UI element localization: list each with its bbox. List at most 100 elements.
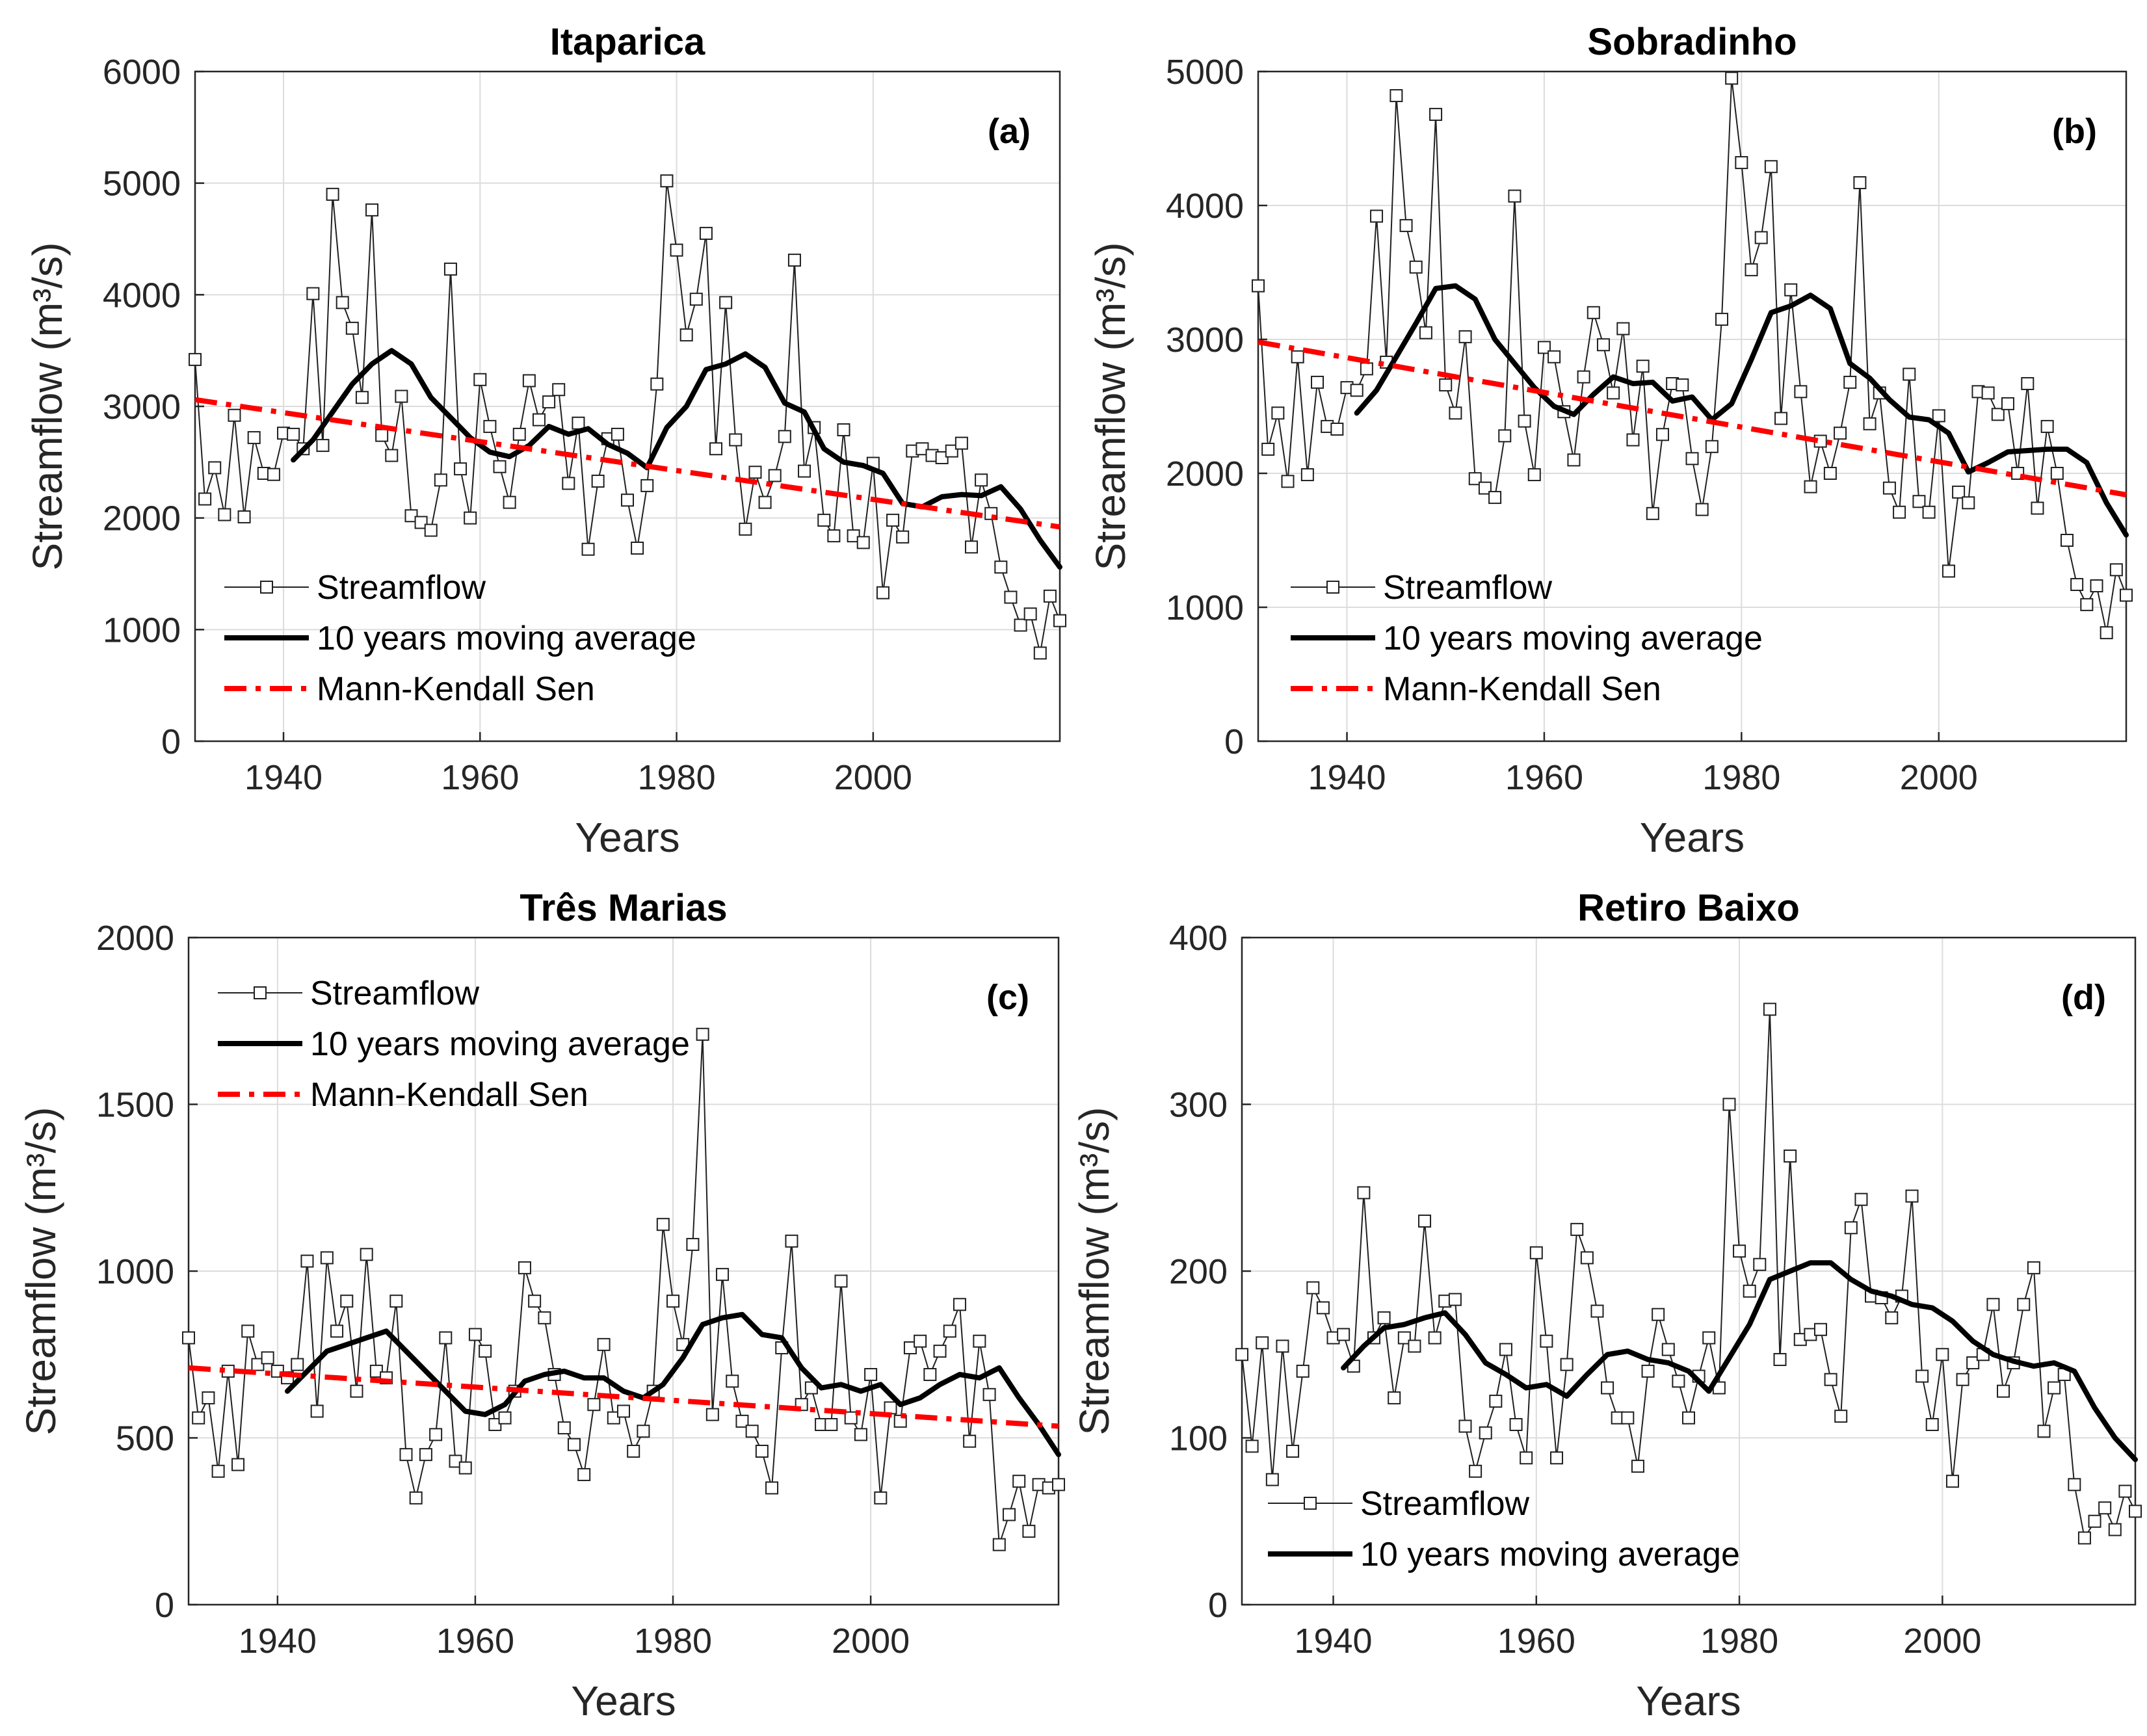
y-tick-label: 400 [1169, 919, 1228, 958]
x-tick-label: 1960 [436, 1622, 514, 1661]
sen-trend-line [194, 397, 1060, 530]
streamflow-point [291, 1358, 304, 1371]
streamflow-point [439, 1331, 453, 1345]
moving-average-line [1354, 283, 2129, 538]
streamflow-point [375, 428, 389, 442]
streamflow-point [1388, 1391, 1401, 1404]
streamflow-point [876, 586, 889, 599]
streamflow-point [1824, 1373, 1837, 1386]
streamflow-point [542, 395, 556, 409]
streamflow-point [1863, 417, 1877, 430]
streamflow-point [1409, 260, 1423, 274]
y-tick-label: 5000 [103, 164, 181, 204]
streamflow-point [1804, 480, 1817, 493]
streamflow-point [483, 419, 497, 433]
streamflow-point [577, 1467, 591, 1481]
streamflow-point [355, 391, 369, 404]
streamflow-point [1537, 341, 1551, 354]
x-tick-label: 1980 [1700, 1622, 1778, 1661]
streamflow-point [1676, 378, 1689, 392]
streamflow-point [1350, 384, 1363, 397]
streamflow-point [1377, 1311, 1391, 1324]
y-axis-label: Streamflow (m³/s) [1087, 243, 1134, 571]
x-tick-label: 1940 [1308, 758, 1386, 797]
streamflow-point [856, 536, 870, 549]
panel-label: (c) [986, 978, 1029, 1017]
chart-title: Sobradinho [1587, 21, 1797, 63]
streamflow-point [1743, 1284, 1756, 1298]
streamflow-point [1458, 330, 1472, 343]
streamflow-point [1962, 496, 1975, 510]
streamflow-point [2120, 588, 2133, 602]
streamflow-point [326, 187, 339, 201]
streamflow-point [369, 1364, 383, 1378]
streamflow-point [1286, 1445, 1300, 1458]
streamflow-point [1685, 452, 1699, 466]
streamflow-point [1695, 503, 1709, 516]
streamflow-point [1715, 313, 1729, 326]
streamflow-point [1052, 1478, 1065, 1492]
y-tick-label: 0 [155, 1586, 174, 1625]
streamflow-point [202, 1391, 215, 1404]
chart-panel-3: 1940 1960 1980 2000 0 100 200 300 400 Retiro Baix… [1071, 887, 2142, 1724]
streamflow-point [1590, 1304, 1604, 1318]
streamflow-point [1560, 1358, 1574, 1371]
streamflow-point [729, 433, 743, 447]
streamflow-point [1023, 607, 1037, 621]
streamflow-point [1479, 1426, 1492, 1440]
streamflow-point [395, 389, 408, 403]
streamflow-point [896, 530, 910, 544]
streamflow-point [1813, 1322, 1827, 1336]
streamflow-point [1652, 1308, 1665, 1321]
streamflow-point [306, 287, 320, 300]
streamflow-point [434, 473, 447, 487]
moving-average-line [285, 1311, 1061, 1458]
streamflow-point [443, 262, 457, 276]
chart-title: Três Marias [520, 887, 727, 929]
y-axis-label: Streamflow (m³/s) [24, 243, 71, 571]
streamflow-point [1370, 209, 1384, 223]
streamflow-point [2068, 1478, 2081, 1492]
streamflow-point [686, 1237, 700, 1251]
streamflow-point [1763, 1003, 1776, 1016]
series-thin-line-square-marker [189, 174, 1066, 660]
streamflow-point [1311, 375, 1324, 389]
streamflow-point [1607, 386, 1620, 400]
streamflow-point [389, 1295, 403, 1308]
streamflow-point [1903, 367, 1916, 381]
streamflow-point [696, 1027, 709, 1041]
streamflow-point [765, 1481, 779, 1495]
streamflow-point [1439, 378, 1453, 392]
streamflow-point [1616, 322, 1630, 335]
sen-trend-line [1258, 339, 2127, 497]
streamflow-point [837, 423, 850, 437]
streamflow-point [844, 1411, 858, 1425]
x-tick-label: 1980 [634, 1622, 712, 1661]
streamflow-point [755, 1445, 769, 1458]
streamflow-point [1397, 1331, 1411, 1345]
streamflow-point [847, 529, 860, 543]
streamflow-point [787, 254, 801, 267]
streamflow-point [1252, 279, 1265, 293]
x-tick-label: 1960 [1505, 758, 1583, 797]
y-tick-label: 300 [1169, 1086, 1228, 1125]
streamflow-point [1235, 1348, 1248, 1361]
streamflow-point [2100, 626, 2113, 640]
streamflow-point [2118, 1484, 2132, 1498]
streamflow-point [1002, 1508, 1016, 1521]
streamflow-point [1997, 1384, 2010, 1398]
streamflow-point [1601, 1381, 1614, 1395]
streamflow-point [1774, 412, 1788, 425]
streamflow-point [2017, 1298, 2031, 1311]
streamflow-point [360, 1248, 373, 1261]
streamflow-point [2109, 563, 2123, 577]
streamflow-point [429, 1428, 443, 1441]
y-tick-label: 4000 [1166, 187, 1244, 226]
streamflow-point [666, 1295, 680, 1308]
streamflow-point [1489, 1395, 1503, 1408]
streamflow-point [581, 542, 595, 556]
streamflow-point [1570, 1222, 1584, 1236]
streamflow-point [365, 203, 379, 217]
moving-average-line [291, 348, 1062, 570]
x-tick-label: 2000 [832, 1622, 910, 1661]
